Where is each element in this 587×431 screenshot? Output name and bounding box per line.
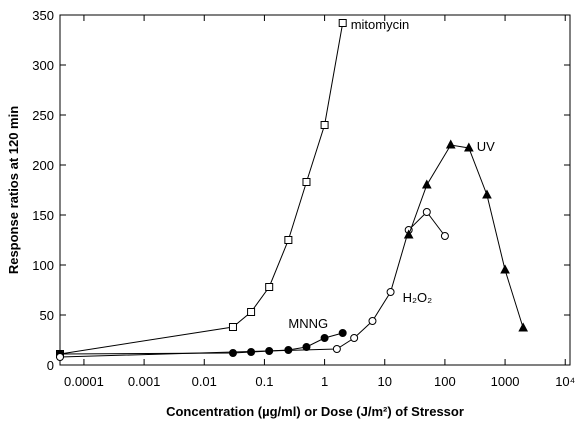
marker xyxy=(338,329,347,337)
x-tick-label: 0.001 xyxy=(128,374,161,389)
series-label: MNNG xyxy=(288,316,328,331)
x-tick-label: 0.01 xyxy=(192,374,217,389)
y-tick-label: 250 xyxy=(32,108,54,123)
series-line xyxy=(59,211,446,358)
marker xyxy=(247,308,256,316)
marker xyxy=(482,189,492,199)
marker xyxy=(284,236,293,244)
series-line xyxy=(59,332,343,355)
y-tick-label: 350 xyxy=(32,8,54,23)
y-tick-label: 300 xyxy=(32,58,54,73)
marker xyxy=(368,317,377,325)
marker xyxy=(338,19,347,27)
y-tick-label: 100 xyxy=(32,258,54,273)
marker xyxy=(440,232,449,240)
y-tick-label: 50 xyxy=(40,308,54,323)
marker xyxy=(464,142,474,152)
marker xyxy=(386,288,395,296)
marker xyxy=(265,283,274,291)
marker xyxy=(302,343,311,351)
marker xyxy=(350,334,359,342)
series-line xyxy=(59,22,344,355)
x-tick-label: 0.0001 xyxy=(64,374,104,389)
x-tick-label: 1000 xyxy=(491,374,520,389)
marker xyxy=(500,264,510,274)
marker xyxy=(320,121,329,129)
plot-frame xyxy=(59,14,571,366)
marker xyxy=(518,322,529,332)
marker xyxy=(56,353,64,361)
y-tick-label: 200 xyxy=(32,158,54,173)
marker xyxy=(320,334,329,342)
series-label: UV xyxy=(477,139,495,154)
x-tick-label: 0.1 xyxy=(255,374,273,389)
y-tick-label: 0 xyxy=(47,358,54,373)
x-tick-label: 10⁴ xyxy=(555,374,575,389)
x-tick-label: 100 xyxy=(434,374,456,389)
marker xyxy=(445,139,456,149)
marker xyxy=(228,323,237,331)
marker xyxy=(422,208,431,216)
marker xyxy=(403,229,414,239)
x-tick-label: 10 xyxy=(378,374,392,389)
y-tick-label: 150 xyxy=(32,208,54,223)
x-axis-label: Concentration (µg/ml) or Dose (J/m²) of … xyxy=(166,404,464,419)
marker xyxy=(421,179,432,189)
marker xyxy=(332,345,341,353)
series-label: H₂O₂ xyxy=(403,290,433,305)
y-axis-label: Response ratios at 120 min xyxy=(6,106,21,274)
marker xyxy=(302,178,311,186)
x-tick-label: 1 xyxy=(321,374,328,389)
marker xyxy=(228,349,237,357)
series-label: mitomycin xyxy=(351,17,410,32)
